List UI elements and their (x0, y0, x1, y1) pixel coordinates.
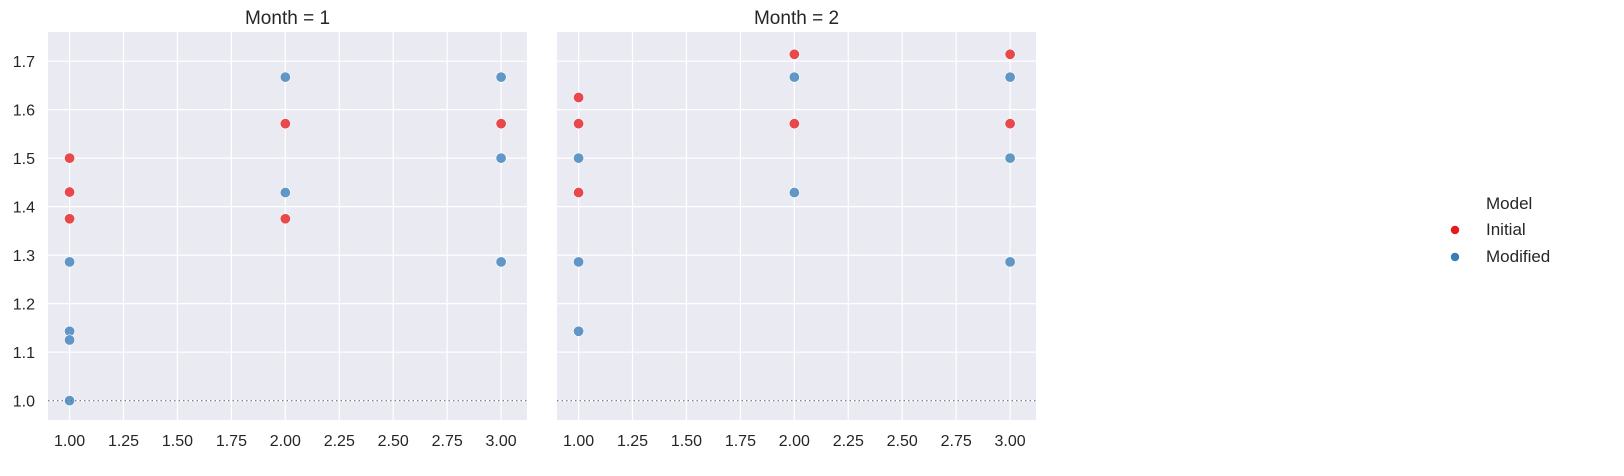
x-tick-label: 2.25 (324, 433, 355, 450)
y-tick-label: 1.1 (13, 345, 35, 362)
legend-marker-modified (1450, 252, 1460, 262)
x-tick-label: 2.50 (378, 433, 409, 450)
x-tick-label: 1.50 (162, 433, 193, 450)
x-tick-label: 1.00 (54, 433, 85, 450)
legend-title: Model (1486, 194, 1532, 213)
gridlines (557, 32, 1036, 420)
series-initial (573, 48, 1016, 199)
x-tick-label: 1.25 (617, 433, 648, 450)
data-point (279, 187, 291, 199)
data-point (279, 71, 291, 83)
series-initial (64, 118, 507, 225)
x-tick-label: 2.00 (270, 433, 301, 450)
data-point (573, 187, 585, 199)
data-point (573, 118, 585, 130)
series-modified (64, 71, 507, 407)
x-tick-label: 2.00 (779, 433, 810, 450)
data-point (64, 152, 76, 164)
data-point (64, 213, 76, 225)
y-tick-label: 1.6 (13, 103, 35, 120)
data-point (495, 256, 507, 268)
x-tick-label: 1.75 (216, 433, 247, 450)
data-point (64, 334, 76, 346)
data-point (495, 118, 507, 130)
data-point (64, 395, 76, 407)
x-tick-label: 1.50 (671, 433, 702, 450)
data-point (788, 187, 800, 199)
data-point (788, 118, 800, 130)
facet-panel: Month = 1 1.00 1.25 1.50 1.75 2.00 2.25 2.50 2.7… (13, 8, 527, 450)
facet-panel: Month = 2 1.00 1.25 1.50 1.75 2.00 2.25 2.50 2.7… (557, 8, 1036, 450)
data-point (1004, 48, 1016, 60)
data-point (64, 186, 76, 198)
plot-background (557, 32, 1036, 420)
data-point (1004, 152, 1016, 164)
data-point (573, 256, 585, 268)
y-tick-label: 1.2 (13, 297, 35, 314)
x-tick-label: 3.00 (995, 433, 1026, 450)
data-point (279, 118, 291, 130)
legend-marker-initial (1450, 225, 1460, 235)
x-tick-label: 3.00 (486, 433, 517, 450)
y-tick-label: 1.0 (13, 394, 35, 411)
y-tick-label: 1.5 (13, 151, 35, 168)
series-modified (573, 71, 1016, 337)
x-tick-label: 2.50 (887, 433, 918, 450)
data-point (573, 152, 585, 164)
data-point (573, 91, 585, 103)
gridlines (48, 32, 527, 420)
data-point (788, 48, 800, 60)
data-point (788, 71, 800, 83)
data-point (64, 256, 76, 268)
data-point (573, 325, 585, 337)
data-point (1004, 71, 1016, 83)
x-tick-label: 2.25 (833, 433, 864, 450)
y-tick-label: 1.4 (13, 200, 35, 217)
facet-title: Month = 1 (245, 8, 330, 29)
legend-label-modified: Modified (1486, 247, 1550, 266)
facet-panels: Month = 1 1.00 1.25 1.50 1.75 2.00 2.25 2.50 2.7… (13, 8, 1036, 450)
x-tick-label: 1.75 (725, 433, 756, 450)
x-tick-label: 1.25 (108, 433, 139, 450)
data-point (1004, 256, 1016, 268)
x-tick-label: 2.75 (432, 433, 463, 450)
x-tick-label: 1.00 (563, 433, 594, 450)
data-point (495, 152, 507, 164)
legend: Model Initial Modified (1450, 194, 1550, 266)
legend-label-initial: Initial (1486, 220, 1526, 239)
data-point (495, 71, 507, 83)
y-tick-label: 1.7 (13, 54, 35, 71)
x-tick-label: 2.75 (941, 433, 972, 450)
plot-background (48, 32, 527, 420)
y-tick-label: 1.3 (13, 248, 35, 265)
facet-title: Month = 2 (754, 8, 839, 29)
data-point (1004, 118, 1016, 130)
data-point (279, 213, 291, 225)
